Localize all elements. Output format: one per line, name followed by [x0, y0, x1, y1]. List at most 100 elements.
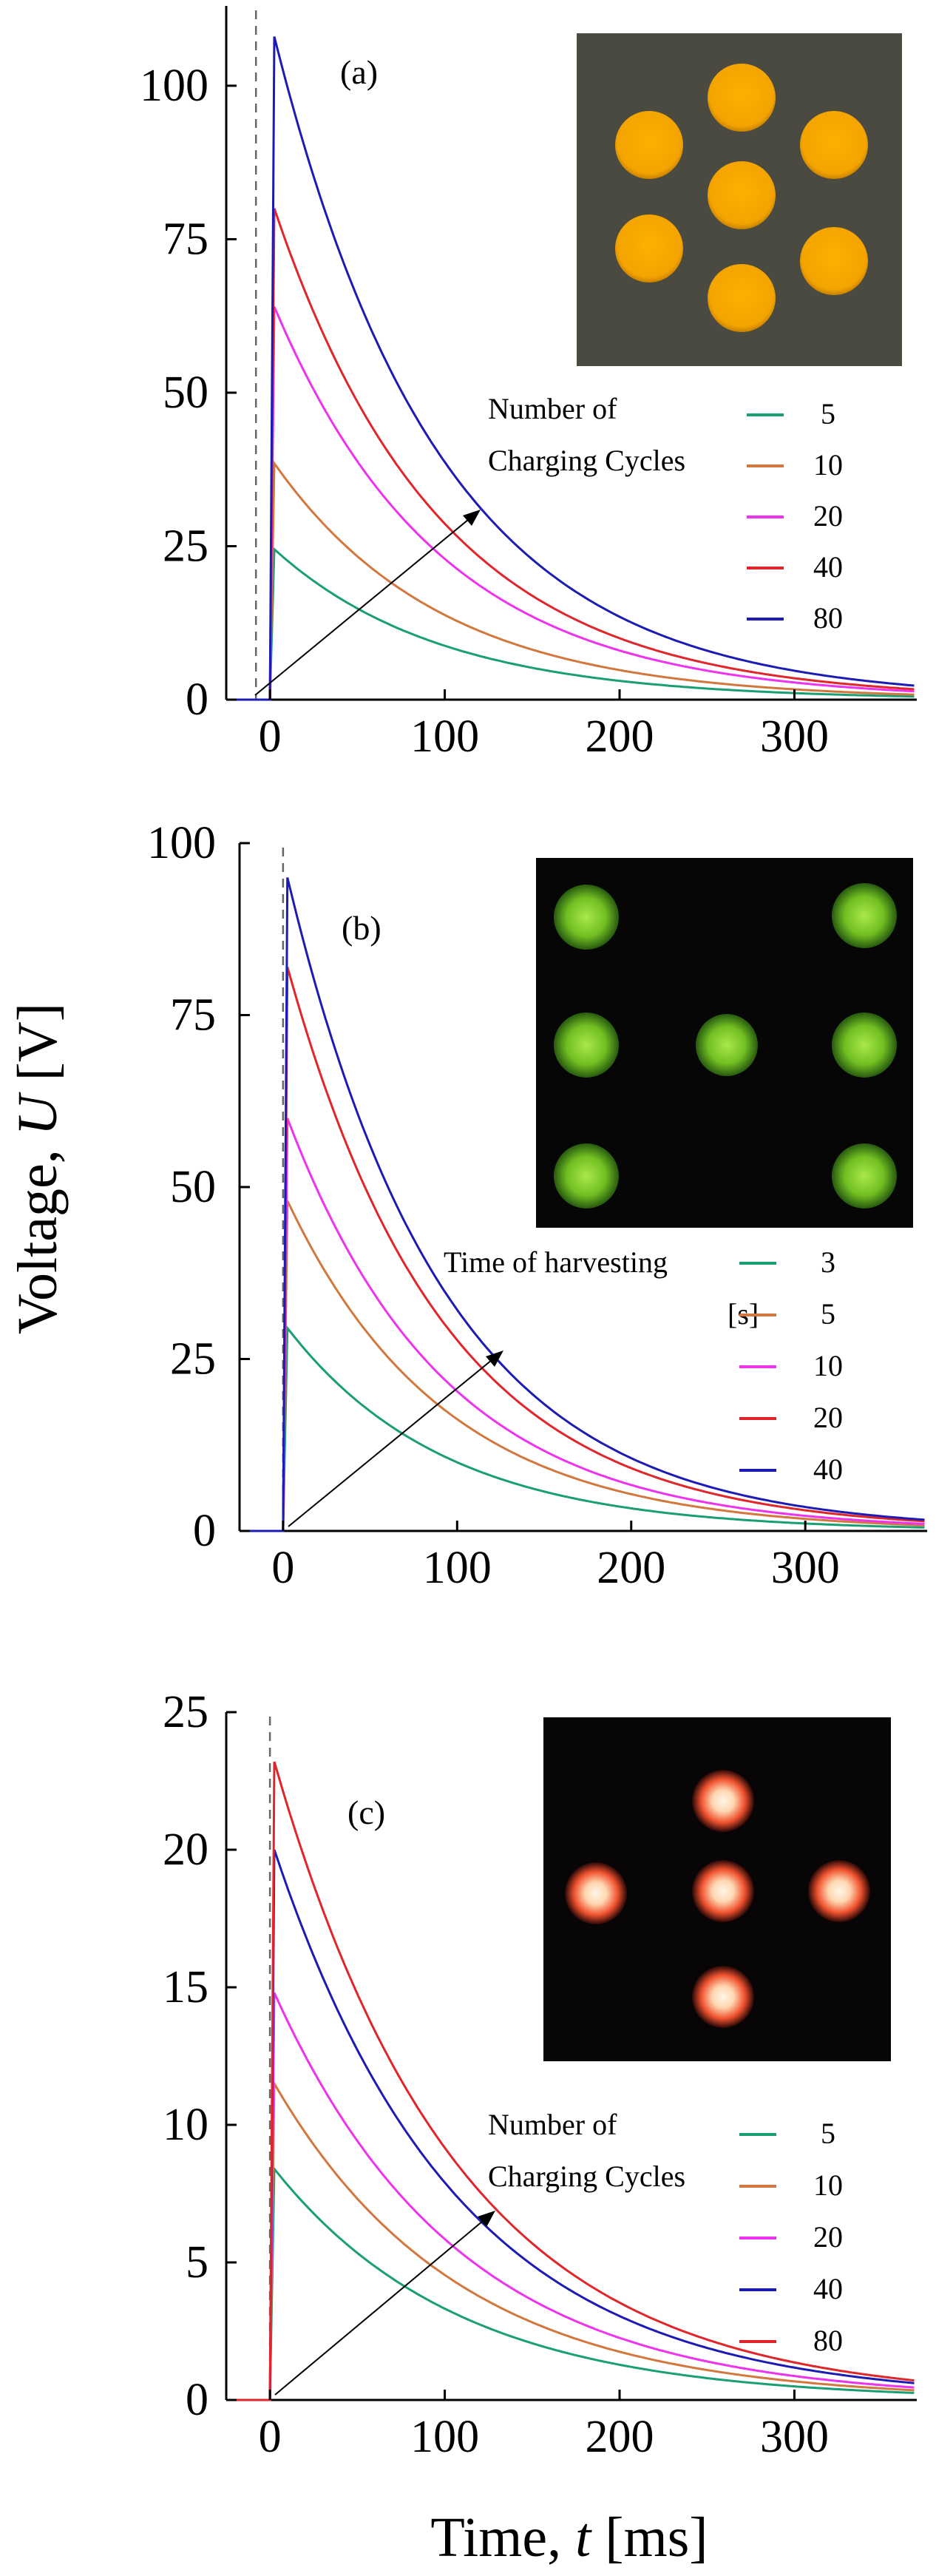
- x-tick-label: 300: [760, 2412, 829, 2462]
- x-axis-title: Time, t [ms]: [430, 2506, 708, 2569]
- x-tick-label: 100: [410, 711, 479, 762]
- y-ticks: 0 5 10 15 20 25: [163, 1687, 237, 2425]
- led-dot: [565, 1862, 627, 1924]
- led-dot: [708, 64, 776, 132]
- series-line-3: [240, 1325, 925, 1532]
- led-dot: [696, 1014, 758, 1076]
- x-tick-label: 200: [586, 2412, 654, 2462]
- led-dot: [554, 1143, 619, 1208]
- y-tick-label: 15: [163, 1962, 208, 2012]
- y-tick-label: 5: [186, 2237, 208, 2288]
- panel-b: 0 25 50 75 100 0 100 200 300 (b) Time of harves…: [147, 818, 927, 1593]
- inset-photo: [577, 33, 902, 366]
- series-line-20: [226, 1992, 915, 2401]
- series-group: [226, 1761, 915, 2401]
- legend-label: 3: [821, 1245, 835, 1279]
- legend-label: 40: [813, 2272, 843, 2305]
- y-tick-label: 25: [163, 521, 208, 571]
- legend-label: 10: [813, 448, 843, 481]
- panel-a: 0 25 50 75 100 0 100 200 300 (a) Number of Char…: [140, 6, 917, 762]
- series-line-40: [226, 1849, 915, 2401]
- series-line-20: [240, 966, 925, 1532]
- y-tick-label: 50: [163, 368, 208, 418]
- y-tick-label: 25: [163, 1687, 208, 1737]
- led-dot: [708, 161, 776, 229]
- legend: 5 10 20 40 80: [747, 397, 843, 635]
- legend-label: 20: [813, 2220, 843, 2254]
- trend-arrow: [274, 2213, 492, 2396]
- y-tick-label: 0: [193, 1506, 216, 1556]
- trend-arrow: [254, 512, 478, 696]
- series-line-80: [226, 36, 915, 701]
- led-dot: [692, 1770, 754, 1832]
- panel-label: (b): [342, 909, 381, 947]
- x-tick-label: 0: [271, 1543, 294, 1593]
- panel-label: (c): [347, 1794, 385, 1831]
- y-tick-label: 25: [170, 1334, 216, 1385]
- panel-label: (a): [340, 53, 378, 91]
- series-line-10: [226, 2079, 915, 2401]
- y-tick-label: 20: [163, 1825, 208, 1875]
- led-dot: [808, 1860, 870, 1922]
- series-group: [240, 877, 925, 1532]
- led-dot: [708, 264, 776, 332]
- series-line-5: [226, 2166, 915, 2401]
- panel-c: 0 5 10 15 20 25 0 100 200 300 (c) Number of Char…: [163, 1687, 917, 2462]
- legend-label: 10: [813, 1349, 843, 1382]
- x-tick-label: 100: [410, 2412, 479, 2462]
- legend: 5 10 20 40 80: [739, 2117, 843, 2357]
- series-line-40: [240, 877, 925, 1532]
- led-dot: [615, 111, 683, 179]
- legend-label: 5: [821, 1297, 835, 1331]
- legend-label: 80: [813, 2324, 843, 2357]
- inset-photo: [536, 858, 913, 1228]
- trend-arrowhead: [463, 510, 481, 526]
- led-dot: [615, 214, 683, 283]
- legend-label: 80: [813, 601, 843, 635]
- x-ticks: 0 100 200 300: [259, 689, 829, 762]
- y-ticks: 0 25 50 75 100: [147, 818, 250, 1556]
- led-dot: [692, 1966, 754, 2028]
- series-line-5: [240, 1200, 925, 1532]
- series-line-80: [226, 1761, 915, 2401]
- y-tick-label: 0: [186, 2375, 208, 2425]
- led-dot: [800, 111, 868, 179]
- y-tick-label: 0: [186, 675, 208, 725]
- legend-label: 5: [821, 397, 835, 430]
- x-tick-label: 200: [597, 1543, 665, 1593]
- series-line-10: [240, 1118, 925, 1532]
- x-tick-label: 300: [771, 1543, 840, 1593]
- x-tick-label: 300: [760, 711, 829, 762]
- led-dot: [832, 1143, 897, 1208]
- series-line-20: [226, 306, 915, 701]
- x-tick-label: 0: [259, 2412, 282, 2462]
- x-ticks: 0 100 200 300: [259, 2390, 829, 2462]
- legend-label: 10: [813, 2168, 843, 2202]
- led-dot: [800, 227, 868, 295]
- x-tick-label: 0: [259, 711, 282, 762]
- y-tick-label: 75: [170, 990, 216, 1041]
- series-line-10: [226, 459, 915, 701]
- x-ticks: 0 100 200 300: [271, 1521, 840, 1593]
- series-line-5: [226, 547, 915, 701]
- trend-arrowhead: [478, 2211, 495, 2227]
- y-tick-label: 10: [163, 2100, 208, 2150]
- legend-label: 20: [813, 499, 843, 533]
- y-tick-label: 50: [170, 1162, 216, 1212]
- legend-label: 20: [813, 1401, 843, 1434]
- legend-title-line-1: Time of harvesting: [444, 1245, 668, 1279]
- led-dot: [554, 885, 619, 950]
- series-group: [226, 36, 915, 701]
- legend: 3 5 10 20 40: [739, 1245, 843, 1486]
- legend-title-line-1: Number of: [488, 392, 617, 425]
- x-tick-label: 200: [586, 711, 654, 762]
- led-dot: [832, 883, 897, 948]
- legend-title-line-2: Charging Cycles: [488, 444, 685, 477]
- legend-title-line-1: Number of: [488, 2108, 617, 2141]
- led-dot: [832, 1013, 897, 1078]
- legend-label: 40: [813, 550, 843, 584]
- series-line-40: [226, 208, 915, 701]
- y-ticks: 0 25 50 75 100: [140, 61, 237, 725]
- x-tick-label: 100: [423, 1543, 492, 1593]
